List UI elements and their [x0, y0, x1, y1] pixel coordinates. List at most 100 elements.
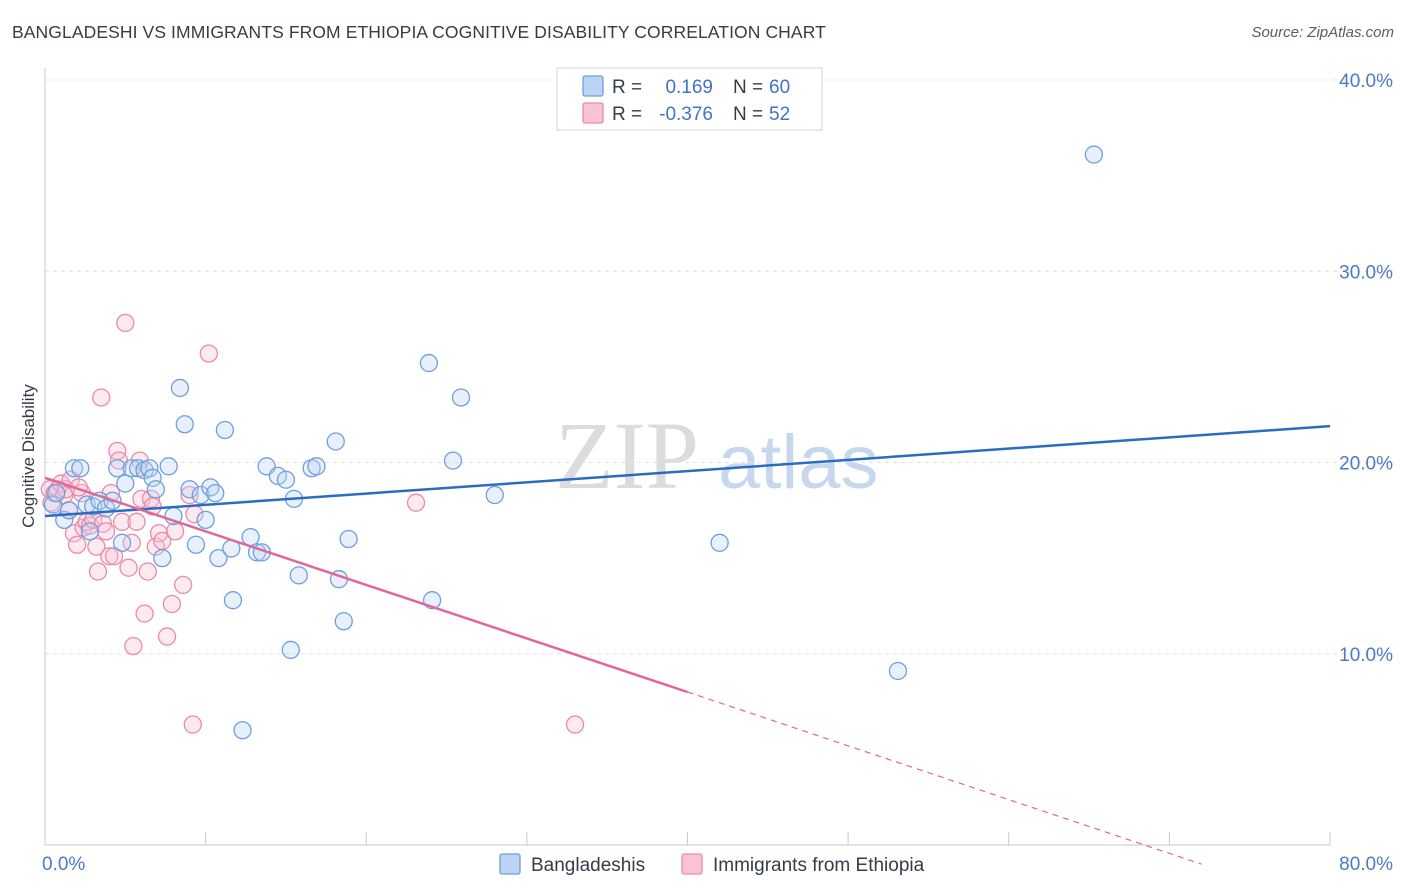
ethiopia-point [165, 522, 185, 541]
ethiopia-point [116, 313, 135, 333]
bangladeshi-point [233, 721, 252, 740]
ethiopia-point [565, 715, 585, 734]
ethiopia-point [88, 562, 108, 581]
series-ethiopia-points [40, 313, 585, 734]
bangladeshi-point [159, 457, 178, 476]
bangladeshi-point [276, 470, 296, 489]
ethiopia-point [199, 344, 218, 363]
bangladeshi-point [80, 522, 100, 541]
y-tick-label: 10.0% [1339, 645, 1393, 666]
ethiopia-point [100, 547, 119, 566]
y-tick-labels: 10.0% 20.0% 30.0% 40.0% [1339, 71, 1393, 666]
x-tick-labels: 0.0% 80.0% [42, 854, 1393, 875]
bangladeshi-point [1084, 145, 1104, 164]
ethiopia-point [135, 604, 154, 623]
bangladeshi-point [186, 535, 206, 554]
ethiopia-point [162, 594, 182, 614]
bangladeshi-point [419, 353, 439, 373]
bangladeshi-point [196, 510, 215, 530]
ethiopia-point [96, 522, 116, 541]
ethiopia-point [157, 627, 177, 646]
trend-line-bangladeshis [44, 424, 1331, 518]
bangladeshi-point [443, 451, 463, 470]
bangladeshi-point [485, 485, 504, 505]
bangladeshi-point [307, 457, 326, 476]
legend-n-value-bangladeshis: 60 [769, 77, 790, 98]
x-tick-label: 0.0% [42, 854, 85, 875]
watermark-zip: ZIP [555, 402, 699, 509]
bangladeshi-point [153, 548, 172, 568]
y-tick-label: 20.0% [1339, 454, 1393, 475]
bangladeshi-point [206, 483, 225, 503]
bottom-legend-swatch-ethiopia [681, 853, 703, 875]
ethiopia-point [64, 524, 84, 543]
ethiopia-point [173, 575, 193, 595]
bangladeshi-point [888, 661, 908, 681]
legend-r-label: R = [612, 104, 642, 125]
x-tick-marks [205, 832, 1331, 845]
bangladeshi-point [146, 480, 165, 499]
bangladeshi-point [108, 459, 127, 478]
trend-lines [44, 424, 1331, 865]
ethiopia-point [122, 533, 141, 552]
ethiopia-point [92, 388, 111, 407]
bottom-legend-label-bangladeshis: Bangladeshis [531, 855, 645, 876]
bottom-legend-swatch-bangladeshis [499, 853, 521, 875]
bangladeshi-point [71, 459, 90, 478]
legend-r-value-ethiopia: -0.376 [659, 104, 713, 125]
chart-title: BANGLADESHI VS IMMIGRANTS FROM ETHIOPIA … [12, 22, 826, 42]
ethiopia-point [112, 512, 132, 531]
bangladeshi-point [116, 474, 135, 493]
ethiopia-point [138, 562, 157, 581]
bangladeshi-point [64, 459, 84, 478]
legend-n-value-ethiopia: 52 [769, 104, 790, 125]
bangladeshi-point [201, 478, 220, 497]
bangladeshi-point [451, 388, 471, 407]
y-tick-label: 40.0% [1339, 71, 1393, 92]
bangladeshi-point [175, 415, 194, 434]
legend-r-value-bangladeshis: 0.169 [665, 77, 713, 98]
trend-line-ethiopia [44, 476, 688, 694]
ethiopia-point [141, 489, 161, 508]
bangladeshi-point [59, 501, 79, 520]
ethiopia-point [183, 715, 202, 734]
bangladeshi-point [241, 527, 260, 547]
source-credit: Source: ZipAtlas.com [1251, 24, 1394, 41]
ethiopia-point [104, 547, 124, 566]
ethiopia-point [127, 512, 146, 531]
bangladeshi-point [47, 483, 66, 503]
bangladeshi-point [215, 420, 235, 440]
bangladeshi-point [143, 468, 162, 487]
ethiopia-point [67, 535, 87, 554]
bottom-legend: Bangladeshis Immigrants from Ethiopia [499, 853, 925, 876]
legend: R = 0.169 N = 60 R = -0.376 N = 52 [556, 67, 823, 131]
bangladeshi-point [339, 529, 358, 549]
bangladeshi-point [223, 591, 243, 610]
series-bangladeshis-points [43, 145, 1104, 740]
x-tick-label: 80.0% [1339, 854, 1393, 875]
bangladeshi-point [112, 533, 132, 552]
gridlines [45, 79, 1393, 655]
ethiopia-point [87, 537, 106, 556]
bangladeshi-point [326, 432, 345, 451]
bangladeshi-point [180, 480, 199, 499]
ethiopia-point [124, 636, 143, 656]
bangladeshi-point [334, 612, 353, 631]
bangladeshi-point [43, 495, 63, 514]
bangladeshi-point [170, 378, 190, 398]
bangladeshi-point [710, 533, 729, 552]
legend-swatch-ethiopia [582, 102, 604, 124]
bangladeshi-point [281, 640, 300, 660]
ethiopia-point [84, 510, 103, 530]
bangladeshi-point [140, 459, 159, 478]
legend-n-label: N = [733, 77, 763, 98]
y-axis-label: Cognitive Disability [19, 384, 38, 528]
bottom-legend-label-ethiopia: Immigrants from Ethiopia [713, 855, 925, 876]
bangladeshi-point [191, 485, 210, 505]
legend-n-label: N = [733, 104, 763, 125]
trend-line-ethiopia-extension [687, 691, 1202, 865]
legend-swatch-bangladeshis [582, 75, 604, 97]
watermark: ZIP atlas [555, 402, 879, 509]
ethiopia-point [406, 493, 426, 512]
